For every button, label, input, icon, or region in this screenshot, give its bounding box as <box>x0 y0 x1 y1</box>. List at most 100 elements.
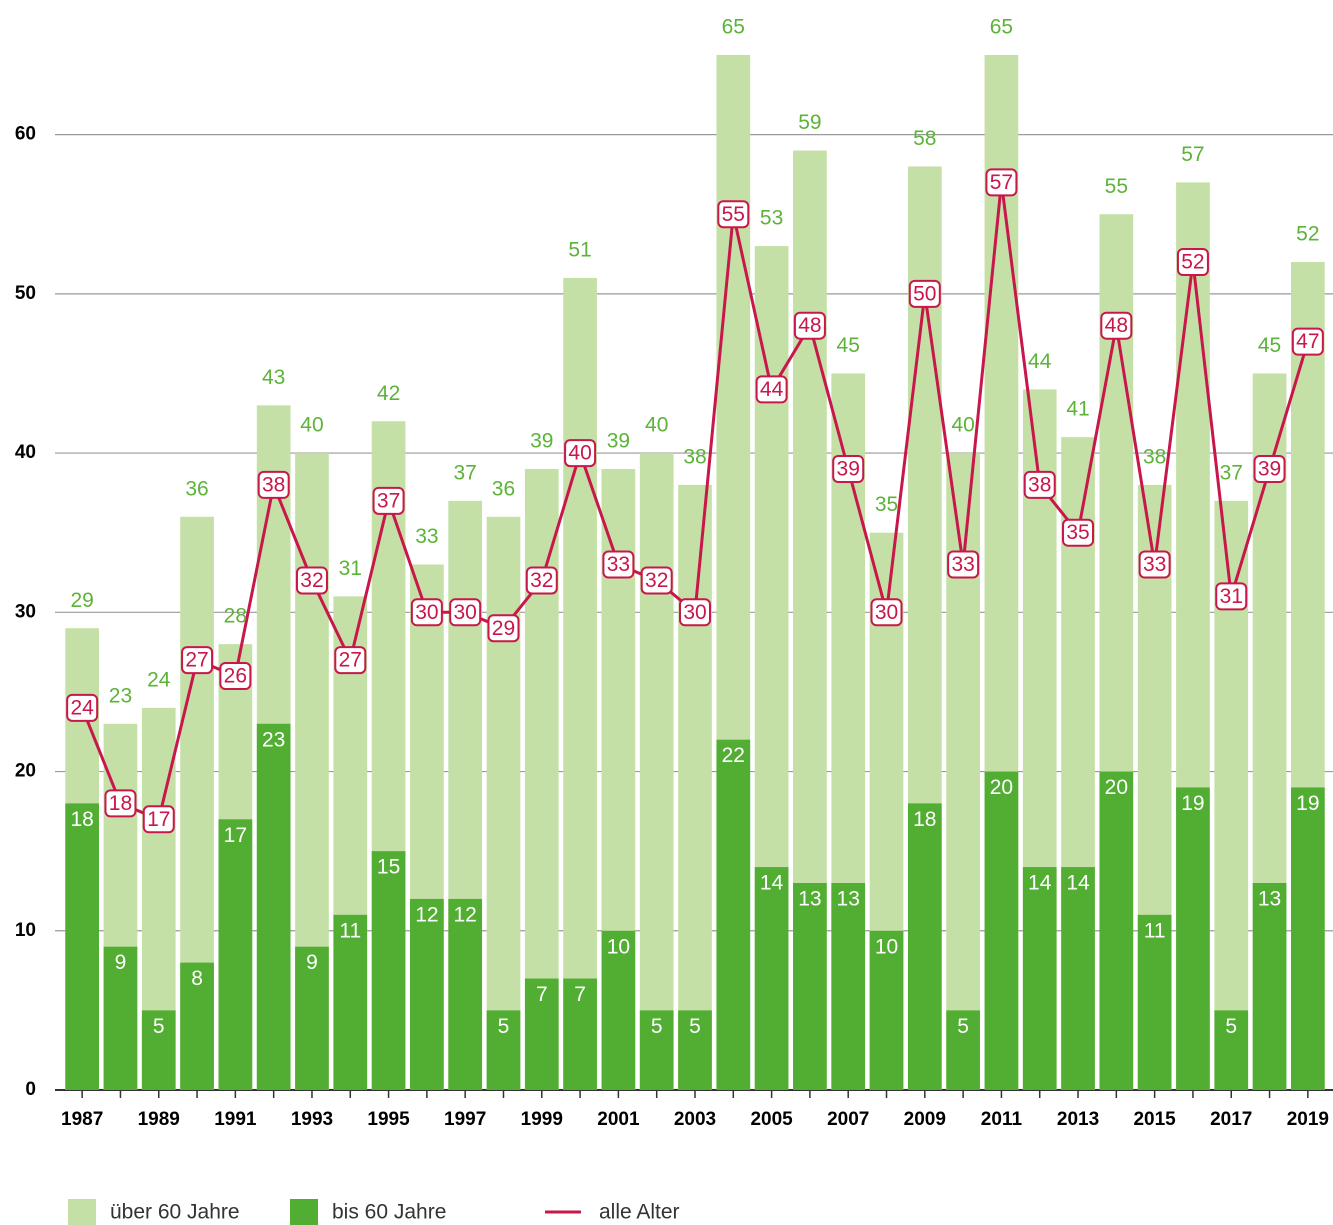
value-label-box <box>104 789 137 818</box>
value-label: 52 <box>1181 251 1204 274</box>
value-label-box <box>142 805 175 834</box>
value-label-box <box>985 168 1018 197</box>
value-label: 27 <box>185 649 208 672</box>
bar <box>1290 787 1325 1090</box>
bar <box>563 978 597 1090</box>
value-label-box <box>219 662 252 690</box>
value-label: 32 <box>530 569 553 592</box>
x-tick-label: 2015 <box>1133 1109 1176 1130</box>
value-label: 7 <box>536 983 548 1006</box>
value-label: 33 <box>607 553 630 576</box>
value-label: 40 <box>645 414 668 437</box>
value-label: 13 <box>837 888 860 911</box>
value-label: 18 <box>70 808 93 831</box>
x-tick-label: 2009 <box>904 1109 946 1130</box>
bar <box>1214 1010 1249 1090</box>
value-label: 13 <box>1258 888 1281 911</box>
value-label: 50 <box>913 282 936 305</box>
value-label: 17 <box>224 824 247 847</box>
x-tick-label: 2013 <box>1057 1109 1099 1130</box>
y-tick-label: 40 <box>15 442 36 463</box>
value-label: 10 <box>607 935 630 958</box>
value-label-box <box>295 566 328 595</box>
value-label-box <box>257 470 290 499</box>
value-label: 39 <box>530 430 553 453</box>
value-label: 9 <box>306 951 318 974</box>
value-label: 29 <box>492 617 515 640</box>
value-label: 13 <box>798 888 821 911</box>
value-label: 30 <box>875 601 898 624</box>
bar <box>831 883 866 1090</box>
value-label-box <box>487 614 520 643</box>
value-label: 33 <box>1143 553 1166 576</box>
value-label: 39 <box>607 430 630 453</box>
bar <box>1061 867 1095 1090</box>
bar <box>793 883 827 1090</box>
bar <box>486 1010 521 1090</box>
value-label: 39 <box>1258 458 1281 481</box>
value-label-box <box>1023 470 1056 499</box>
value-label: 11 <box>339 919 361 942</box>
bar <box>639 453 674 1091</box>
value-label: 12 <box>454 903 477 926</box>
bar <box>218 819 253 1090</box>
value-label-box <box>1100 311 1133 340</box>
value-label: 24 <box>147 668 171 691</box>
value-label: 17 <box>147 808 170 831</box>
value-label: 20 <box>990 776 1013 799</box>
bar <box>410 898 444 1090</box>
value-label: 31 <box>1220 585 1243 608</box>
y-tick-label: 60 <box>15 124 36 145</box>
value-label: 5 <box>689 1015 701 1038</box>
value-label: 5 <box>1225 1015 1237 1038</box>
x-tick-label: 2003 <box>674 1109 716 1130</box>
bar <box>907 803 942 1090</box>
bar <box>295 946 329 1090</box>
value-label: 51 <box>568 238 591 261</box>
value-label: 23 <box>262 728 285 751</box>
bar <box>141 1010 176 1090</box>
value-label: 20 <box>1105 776 1128 799</box>
value-label: 31 <box>339 557 362 580</box>
value-label: 5 <box>498 1015 510 1038</box>
bar <box>65 803 100 1090</box>
y-tick-label: 10 <box>15 920 36 941</box>
value-label-box <box>1215 582 1248 611</box>
value-label: 27 <box>339 649 362 672</box>
value-label: 5 <box>651 1015 663 1038</box>
value-label: 19 <box>1296 792 1319 815</box>
bar <box>754 867 789 1090</box>
value-label-box <box>1062 518 1095 547</box>
value-label: 39 <box>837 458 860 481</box>
bar <box>1176 787 1210 1090</box>
value-label: 23 <box>109 684 132 707</box>
legend-label: über 60 Jahre <box>110 1201 240 1224</box>
value-label: 59 <box>798 111 821 134</box>
value-label: 24 <box>70 696 94 719</box>
value-label-box <box>449 598 482 627</box>
value-label-box <box>640 566 673 595</box>
value-label: 53 <box>760 207 783 230</box>
y-tick-label: 20 <box>15 761 36 782</box>
x-tick-label: 1991 <box>214 1109 257 1130</box>
value-label: 14 <box>1028 872 1052 895</box>
value-label-box <box>181 646 214 675</box>
value-label: 10 <box>875 935 898 958</box>
value-label: 12 <box>415 903 438 926</box>
value-label-box <box>870 598 903 627</box>
value-label: 42 <box>377 382 400 405</box>
value-label: 45 <box>1258 334 1281 357</box>
bar <box>678 484 712 1090</box>
value-label: 32 <box>645 569 668 592</box>
value-label: 40 <box>951 414 974 437</box>
x-tick-label: 1987 <box>61 1109 103 1130</box>
value-label: 9 <box>115 951 127 974</box>
value-label-box <box>832 455 865 483</box>
value-label: 65 <box>722 16 745 39</box>
bar <box>103 946 138 1090</box>
x-tick-label: 2001 <box>597 1109 640 1130</box>
value-label: 55 <box>722 203 745 226</box>
bar <box>1252 883 1287 1090</box>
value-label: 41 <box>1066 398 1089 421</box>
value-label: 22 <box>722 744 745 767</box>
